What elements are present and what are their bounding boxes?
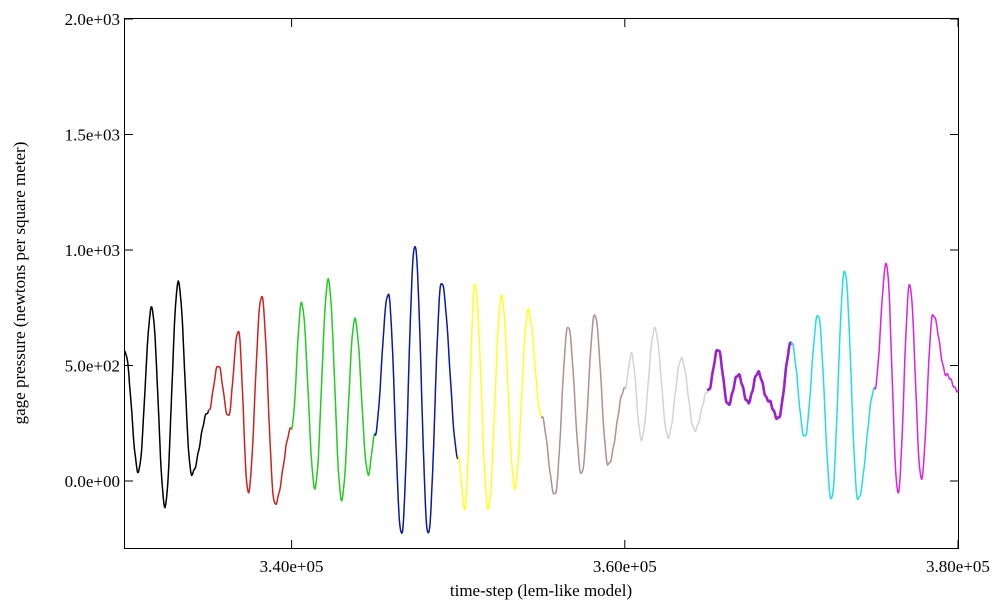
plot-frame bbox=[124, 18, 959, 549]
series-line-7 bbox=[624, 326, 709, 442]
x-tick-label: 3.80e+05 bbox=[926, 557, 990, 576]
y-tick-label: 1.0e+03 bbox=[65, 241, 120, 260]
y-tick-label: 0.0e+00 bbox=[65, 472, 120, 491]
series-layer bbox=[124, 245, 959, 534]
series-line-5 bbox=[457, 283, 543, 511]
x-tick-label: 3.60e+05 bbox=[593, 557, 657, 576]
y-tick-label: 5.0e+02 bbox=[65, 357, 120, 376]
y-axis-title: gage pressure (newtons per square meter) bbox=[10, 142, 29, 425]
series-line-3 bbox=[290, 277, 376, 502]
x-tick-label: 3.40e+05 bbox=[260, 557, 324, 576]
x-axis-title: time-step (lem-like model) bbox=[450, 581, 632, 600]
y-tick-label: 1.5e+03 bbox=[65, 126, 120, 145]
series-line-1 bbox=[124, 280, 210, 509]
tick-layer: 3.40e+05 3.60e+05 3.80e+05 0.0e+00 5.0e+02 1.… bbox=[65, 10, 990, 576]
series-line-10 bbox=[873, 262, 959, 494]
series-line-8 bbox=[706, 341, 793, 421]
series-line-6 bbox=[540, 314, 626, 495]
y-tick-label: 2.0e+03 bbox=[65, 10, 120, 29]
series-line-4 bbox=[374, 245, 459, 534]
series-line-2 bbox=[207, 295, 293, 505]
series-line-9 bbox=[790, 270, 876, 501]
